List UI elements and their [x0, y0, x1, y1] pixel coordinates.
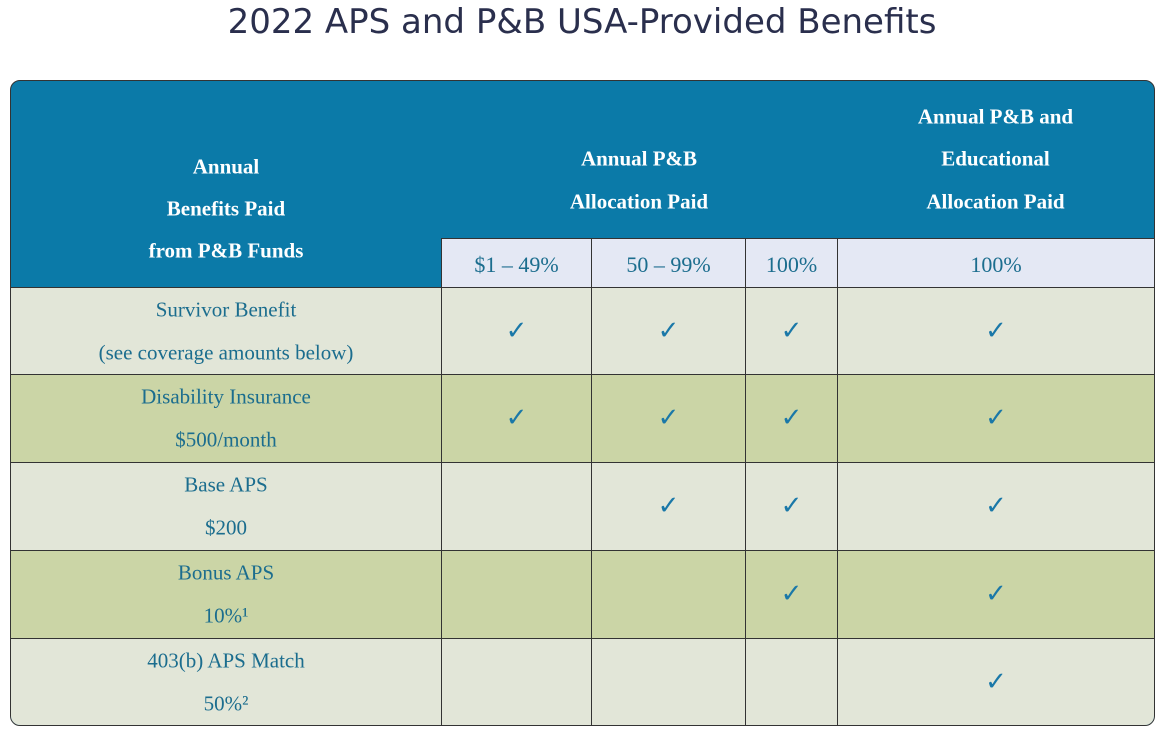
- row-label-cell: 403(b) APS Match 50%²: [11, 638, 441, 725]
- row-label: 403(b) APS Match: [147, 648, 305, 673]
- check-cell: ✓: [745, 550, 837, 638]
- checkmark: ✓: [985, 315, 1007, 346]
- check-cell: [591, 550, 745, 638]
- check-cell: [745, 638, 837, 725]
- subheader-cell: 100%: [837, 238, 1154, 287]
- checkmark: ✓: [657, 403, 680, 433]
- subheader-cell: 50 – 99%: [591, 238, 745, 287]
- checkmark: ✓: [505, 315, 528, 346]
- row-label: Base APS: [184, 472, 268, 497]
- checkmark: ✓: [657, 491, 680, 521]
- checkmark: ✓: [780, 491, 803, 521]
- check-cell: [441, 550, 591, 638]
- checkmark: ✓: [657, 315, 680, 346]
- check-cell: ✓: [745, 462, 837, 550]
- row-label: Bonus APS: [177, 560, 275, 585]
- row-label: 10%¹: [203, 603, 249, 628]
- header-text: Annual: [192, 154, 260, 179]
- subheader-text: $1 – 49%: [474, 252, 559, 277]
- checkmark: ✓: [985, 491, 1007, 521]
- checkmark: ✓: [985, 579, 1007, 609]
- checkmark: ✓: [780, 403, 803, 433]
- benefits-table: Annual Benefits Paid from P&B Funds Annual …: [10, 80, 1155, 726]
- check-cell: ✓: [441, 287, 591, 374]
- subheader-text: 100%: [970, 252, 1022, 277]
- check-cell: ✓: [837, 550, 1154, 638]
- checkmark: ✓: [985, 403, 1007, 433]
- check-cell: ✓: [745, 287, 837, 374]
- check-cell: [441, 462, 591, 550]
- check-cell: ✓: [837, 638, 1154, 725]
- header-text: Benefits Paid: [166, 196, 286, 221]
- header-text: Educational: [941, 146, 1050, 171]
- row-label: 50%²: [203, 691, 249, 716]
- check-cell: ✓: [745, 374, 837, 462]
- row-label: Disability Insurance: [141, 384, 311, 409]
- row-label: Survivor Benefit: [155, 297, 297, 322]
- subheader-cell: 100%: [745, 238, 837, 287]
- checkmark: ✓: [780, 315, 803, 346]
- subheader-text: 50 – 99%: [626, 252, 711, 277]
- row-label: (see coverage amounts below): [98, 340, 354, 365]
- row-label-cell: Base APS $200: [11, 462, 441, 550]
- header-text: Annual P&B and: [917, 104, 1074, 129]
- page-title: 2022 APS and P&B USA-Provided Benefits: [227, 2, 937, 42]
- checkmark: ✓: [505, 403, 528, 433]
- header-text: Allocation Paid: [926, 189, 1065, 214]
- checkmark: ✓: [985, 666, 1007, 697]
- header-text: Allocation Paid: [569, 189, 709, 214]
- subheader-text: 100%: [765, 252, 818, 277]
- row-label: $500/month: [175, 427, 277, 452]
- row-label: $200: [205, 515, 247, 540]
- check-cell: ✓: [591, 374, 745, 462]
- check-cell: [441, 638, 591, 725]
- row-label-cell: Bonus APS 10%¹: [11, 550, 441, 638]
- subheader-cell: $1 – 49%: [441, 238, 591, 287]
- row-label-cell: Disability Insurance $500/month: [11, 374, 441, 462]
- check-cell: ✓: [591, 287, 745, 374]
- check-cell: ✓: [837, 374, 1154, 462]
- header-text: from P&B Funds: [148, 238, 304, 263]
- check-cell: ✓: [591, 462, 745, 550]
- check-cell: [591, 638, 745, 725]
- check-cell: ✓: [837, 462, 1154, 550]
- row-label-cell: Survivor Benefit (see coverage amounts be…: [11, 287, 441, 374]
- checkmark: ✓: [780, 579, 803, 609]
- check-cell: ✓: [837, 287, 1154, 374]
- check-cell: ✓: [441, 374, 591, 462]
- header-text: Annual P&B: [580, 146, 698, 171]
